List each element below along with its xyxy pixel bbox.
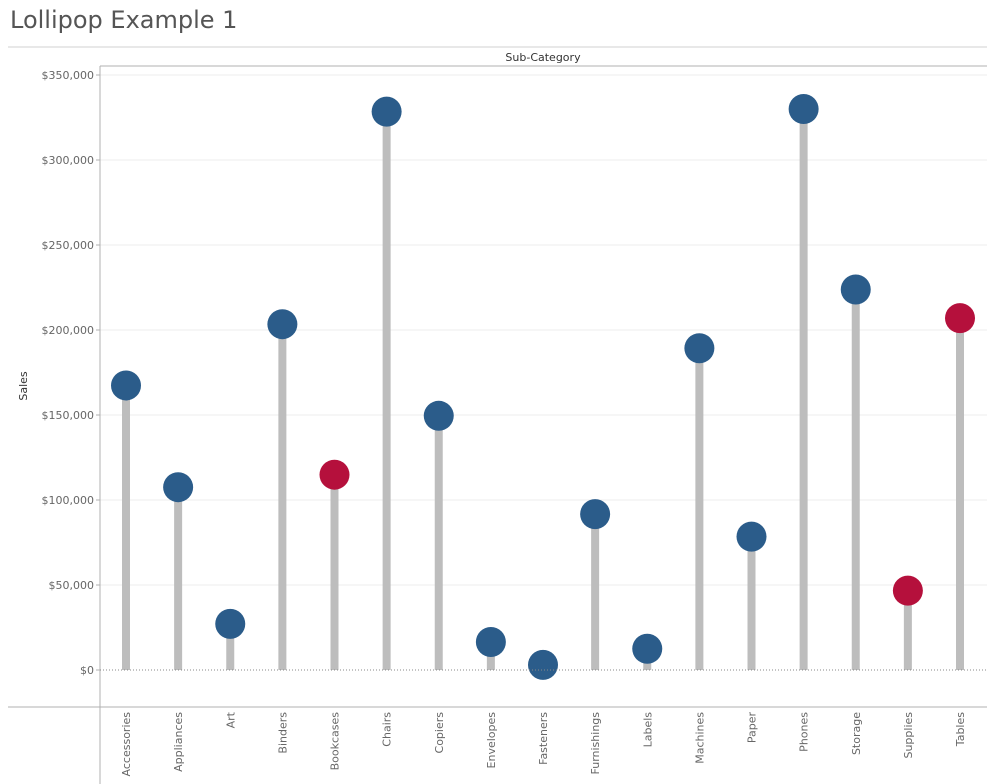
lollipop-dot[interactable] bbox=[892, 575, 923, 606]
x-tick-label: Bookcases bbox=[329, 712, 342, 771]
lollipop-dot[interactable] bbox=[163, 472, 194, 503]
y-axis-title: Sales bbox=[17, 371, 30, 401]
column-header-label: Sub-Category bbox=[505, 51, 581, 64]
lollipop-dot[interactable] bbox=[423, 400, 454, 431]
x-tick-label: Chairs bbox=[381, 712, 394, 747]
x-tick-label: Storage bbox=[850, 712, 863, 755]
x-tick-label: Supplies bbox=[902, 712, 915, 759]
lollipop-dot[interactable] bbox=[111, 370, 141, 401]
x-tick-label: Furnishings bbox=[589, 712, 602, 775]
x-tick-label: Accessories bbox=[120, 712, 133, 777]
lollipop-dot[interactable] bbox=[319, 459, 350, 490]
x-tick-label: Tables bbox=[954, 712, 967, 747]
lollipop-dot[interactable] bbox=[475, 626, 506, 657]
y-tick-label: $300,000 bbox=[42, 154, 95, 167]
lollipop-dot[interactable] bbox=[215, 608, 246, 639]
page-title: Lollipop Example 1 bbox=[10, 6, 238, 34]
y-ticks: $0 $50,000 $100,000 $150,000 $200,000 $250,00… bbox=[42, 69, 100, 677]
lollipop-dot[interactable] bbox=[684, 333, 715, 364]
x-tick-label: Appliances bbox=[172, 712, 185, 772]
y-tick-label: $0 bbox=[80, 664, 94, 677]
x-tick-label: Binders bbox=[276, 712, 289, 754]
y-tick-label: $250,000 bbox=[42, 239, 95, 252]
x-tick-label: Fasteners bbox=[537, 712, 550, 765]
y-tick-label: $50,000 bbox=[49, 579, 95, 592]
lollipop-dot[interactable] bbox=[632, 633, 663, 664]
lollipop-dot[interactable] bbox=[736, 521, 767, 552]
y-tick-label: $100,000 bbox=[42, 494, 95, 507]
y-tick-label: $150,000 bbox=[42, 409, 95, 422]
lollipop-dot[interactable] bbox=[528, 649, 558, 680]
x-ticks: Accessories Appliances Art Binders Bookcases… bbox=[120, 711, 967, 776]
x-tick-label: Labels bbox=[641, 712, 654, 748]
y-tick-label: $350,000 bbox=[42, 69, 95, 82]
dots bbox=[111, 93, 975, 680]
lollipop-dot[interactable] bbox=[371, 96, 402, 127]
lollipop-dot[interactable] bbox=[788, 93, 819, 124]
x-tick-label: Envelopes bbox=[485, 712, 498, 769]
gridlines bbox=[100, 74, 987, 586]
x-tick-label: Art bbox=[224, 711, 237, 728]
lollipop-dot[interactable] bbox=[267, 309, 298, 340]
x-tick-label: Paper bbox=[746, 712, 759, 744]
stems bbox=[122, 108, 964, 670]
y-tick-label: $200,000 bbox=[42, 324, 95, 337]
lollipop-dot[interactable] bbox=[945, 303, 975, 334]
x-tick-label: Machines bbox=[693, 712, 706, 764]
lollipop-dot[interactable] bbox=[840, 274, 871, 305]
lollipop-dot[interactable] bbox=[580, 499, 611, 530]
x-tick-label: Phones bbox=[798, 712, 811, 752]
x-tick-label: Copiers bbox=[433, 712, 446, 754]
